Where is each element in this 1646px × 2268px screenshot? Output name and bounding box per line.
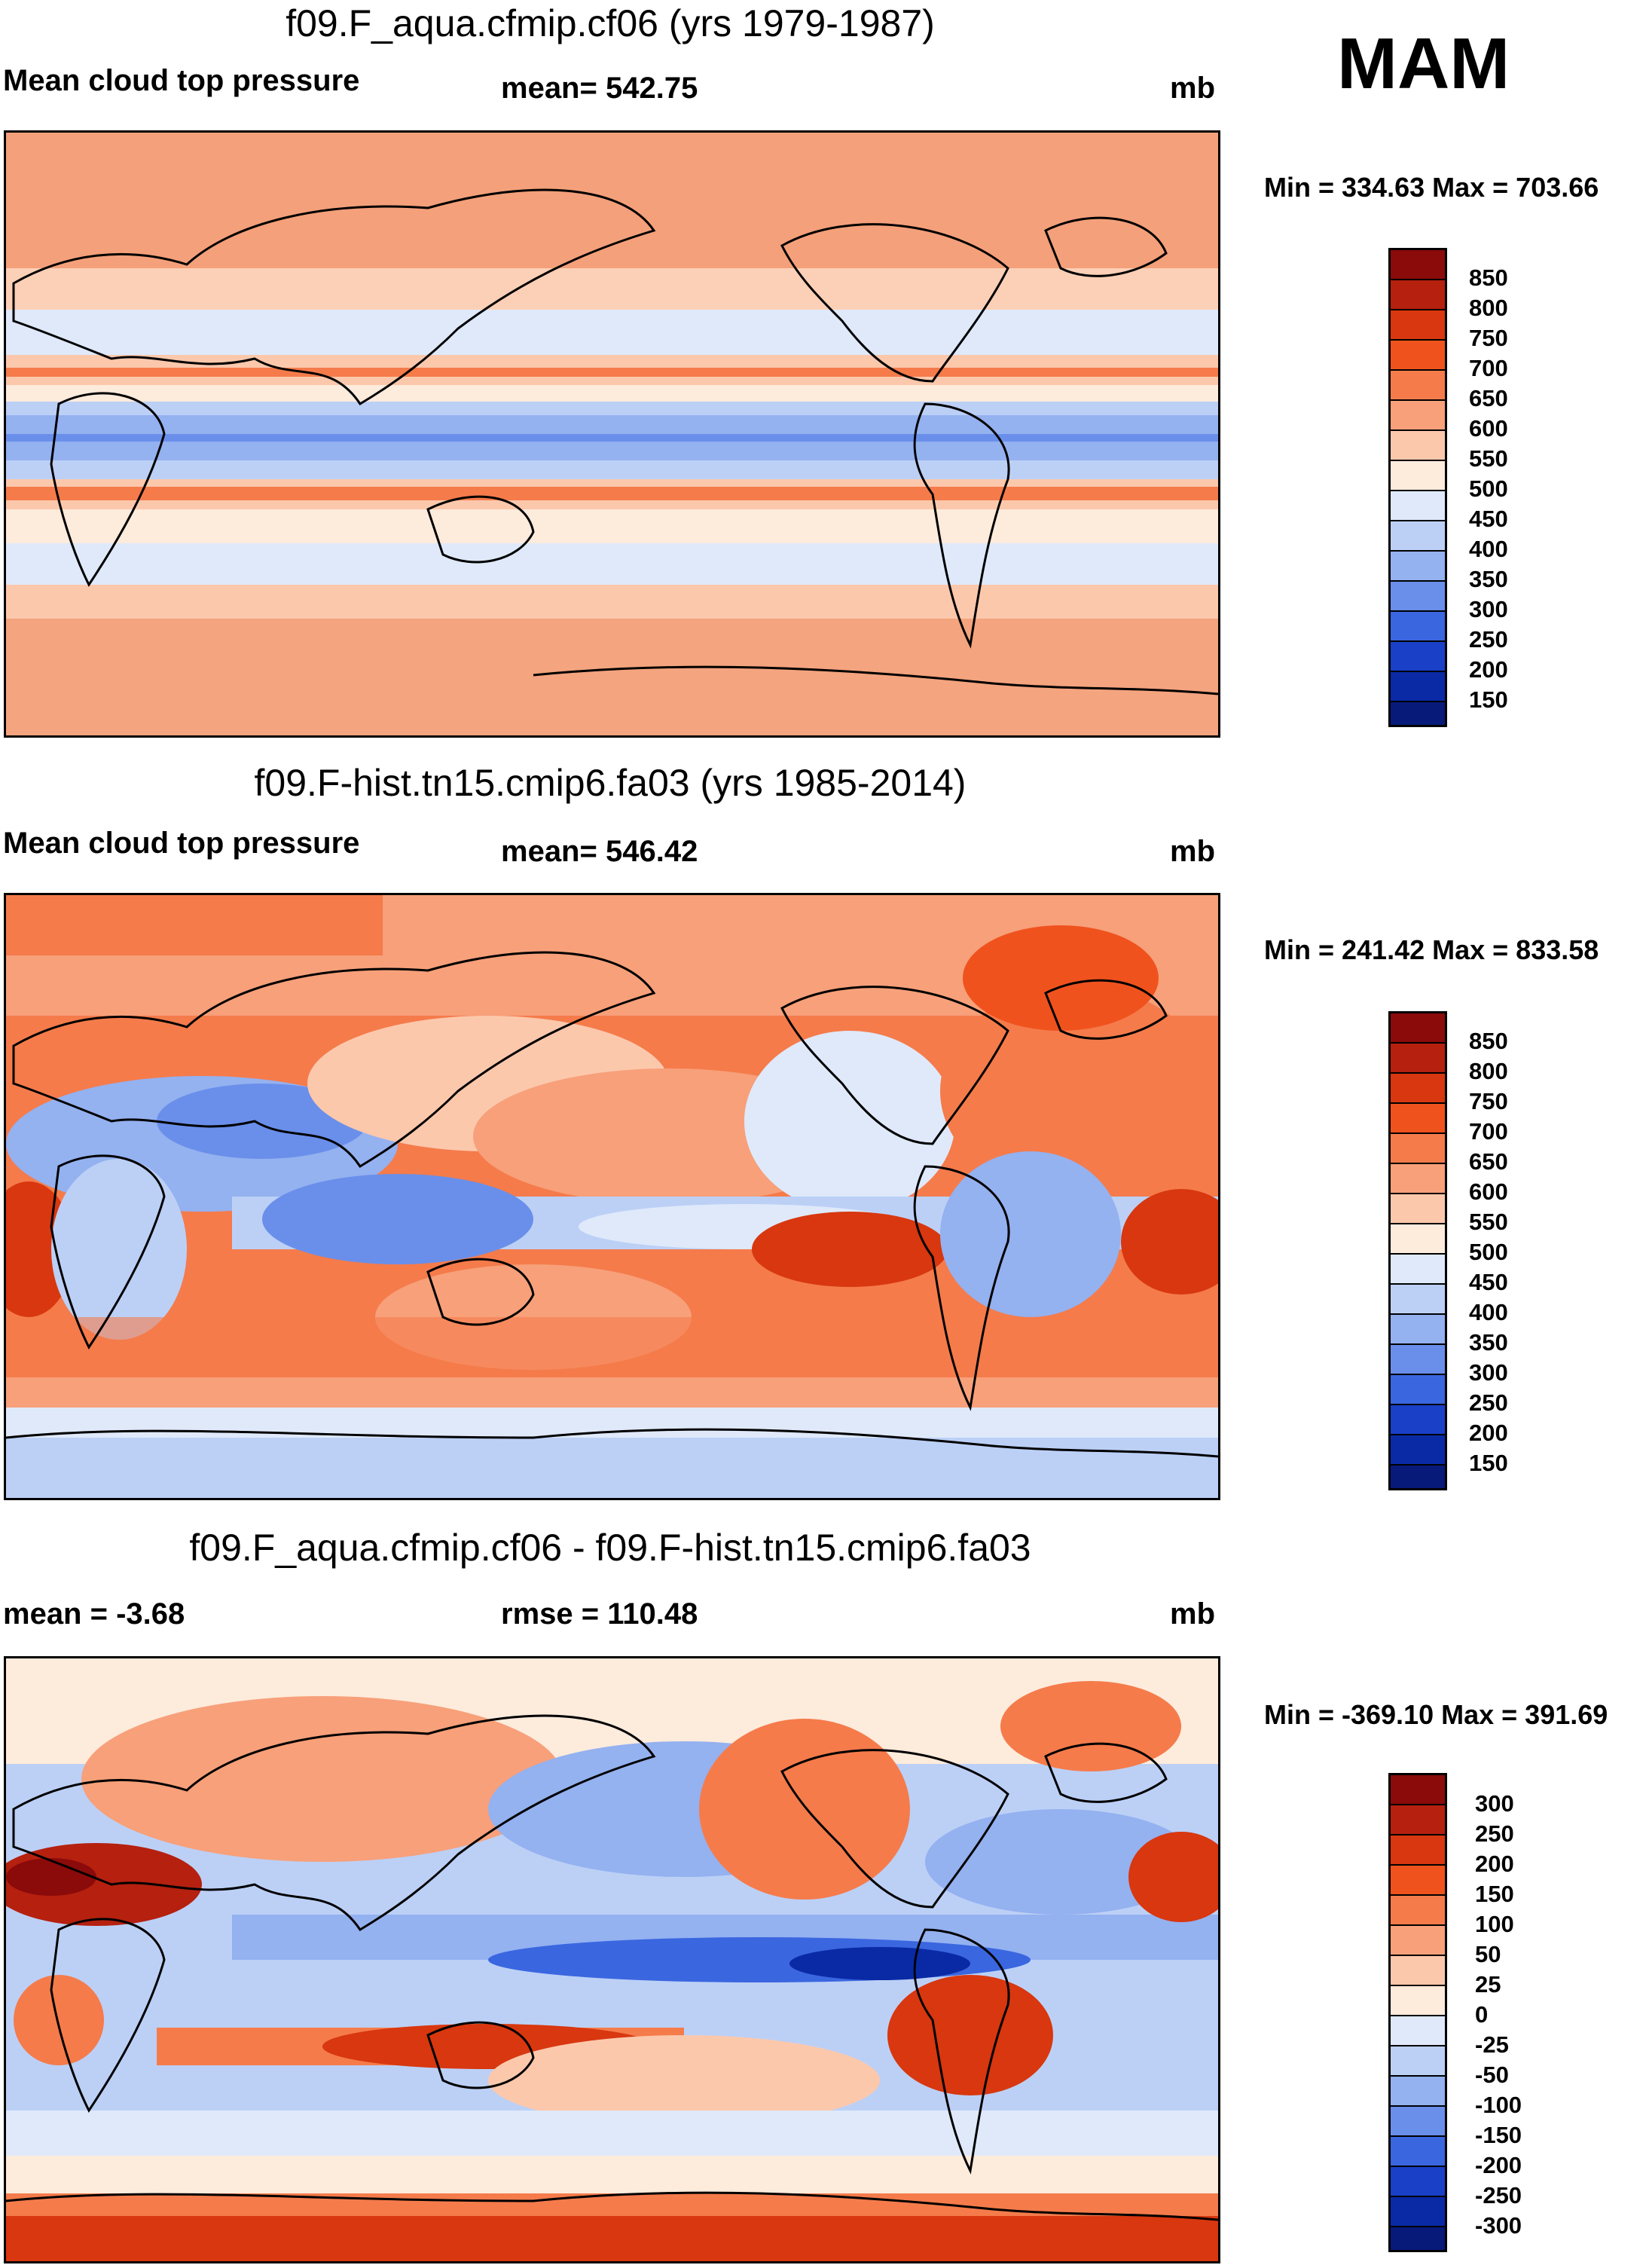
colorbar-tick: 100: [1475, 1911, 1514, 1937]
colorbar-tick: 150: [1469, 686, 1508, 713]
colorbar-tick: 650: [1469, 1148, 1508, 1175]
panel3-map: [4, 1656, 1220, 2263]
colorbar-tick: -50: [1475, 2062, 1509, 2088]
panel1-map: [4, 130, 1220, 738]
panel1-minmax: Min = 334.63 Max = 703.66: [1264, 172, 1599, 203]
colorbar-tick: 150: [1469, 1450, 1508, 1476]
colorbar-tick: 600: [1469, 415, 1508, 442]
panel1-units-label: mb: [1170, 72, 1215, 105]
colorbar-tick: 800: [1469, 295, 1508, 321]
colorbar-tick: 350: [1469, 566, 1508, 592]
colorbar-tick: 400: [1469, 536, 1508, 562]
colorbar-tick: 300: [1475, 1790, 1514, 1817]
colorbar-tick: 200: [1469, 656, 1508, 683]
season-label: MAM: [1337, 23, 1510, 104]
colorbar-tick: 0: [1475, 2001, 1489, 2028]
colorbar-tick: 500: [1469, 1239, 1508, 1265]
colorbar-tick: 400: [1469, 1299, 1508, 1325]
colorbar-tick: 500: [1469, 475, 1508, 502]
colorbar-tick: 250: [1469, 626, 1508, 653]
colorbar-tick: 600: [1469, 1178, 1508, 1205]
colorbar-tick: -200: [1475, 2152, 1522, 2178]
colorbar-tick: 300: [1469, 596, 1508, 622]
panel2-map: [4, 893, 1220, 1500]
colorbar-tick: 50: [1475, 1941, 1501, 1967]
colorbar-tick: 800: [1469, 1058, 1508, 1084]
panel3-minmax: Min = -369.10 Max = 391.69: [1264, 1699, 1608, 1730]
panel1-left-label: Mean cloud top pressure: [3, 64, 360, 97]
panel1-title: f09.F_aqua.cfmip.cf06 (yrs 1979-1987): [286, 2, 935, 44]
colorbar-tick: 450: [1469, 506, 1508, 532]
colorbar-tick: 200: [1469, 1420, 1508, 1446]
panel3-rmse-label: rmse = 110.48: [501, 1597, 698, 1631]
colorbar-tick: 700: [1469, 355, 1508, 381]
colorbar-tick: -300: [1475, 2212, 1522, 2239]
colorbar-tick: -100: [1475, 2092, 1522, 2118]
colorbar-tick: -250: [1475, 2182, 1522, 2208]
colorbar-tick: 750: [1469, 1088, 1508, 1114]
panel3-units-label: mb: [1170, 1597, 1215, 1631]
colorbar-tick: 200: [1475, 1851, 1514, 1877]
colorbar-tick: 650: [1469, 385, 1508, 411]
colorbar-tick: 850: [1469, 1028, 1508, 1054]
panel3-mean-label: mean = -3.68: [3, 1597, 185, 1631]
panel2-colorbar: [1388, 1011, 1447, 1490]
panel3-title: f09.F_aqua.cfmip.cf06 - f09.F-hist.tn15.…: [189, 1527, 1031, 1569]
colorbar-tick: 700: [1469, 1118, 1508, 1145]
colorbar-tick: 300: [1469, 1359, 1508, 1386]
colorbar-tick: 550: [1469, 1209, 1508, 1235]
panel1-mean-label: mean= 542.75: [501, 72, 698, 105]
panel2-minmax: Min = 241.42 Max = 833.58: [1264, 934, 1599, 965]
colorbar-tick: 450: [1469, 1269, 1508, 1295]
panel1-colorbar: [1388, 248, 1447, 727]
panel2-left-label: Mean cloud top pressure: [3, 827, 360, 860]
panel2-title: f09.F-hist.tn15.cmip6.fa03 (yrs 1985-201…: [254, 762, 967, 804]
colorbar-tick: 250: [1469, 1389, 1508, 1416]
panel2-units-label: mb: [1170, 835, 1215, 868]
panel3-colorbar: [1388, 1773, 1447, 2252]
colorbar-tick: 850: [1469, 264, 1508, 291]
colorbar-tick: 25: [1475, 1971, 1501, 1997]
colorbar-tick: 350: [1469, 1329, 1508, 1356]
colorbar-tick: -150: [1475, 2122, 1522, 2148]
colorbar-tick: 150: [1475, 1881, 1514, 1907]
colorbar-tick: 550: [1469, 445, 1508, 472]
colorbar-tick: 250: [1475, 1820, 1514, 1847]
colorbar-tick: 750: [1469, 325, 1508, 351]
colorbar-tick: -25: [1475, 2031, 1509, 2058]
panel2-mean-label: mean= 546.42: [501, 835, 698, 868]
